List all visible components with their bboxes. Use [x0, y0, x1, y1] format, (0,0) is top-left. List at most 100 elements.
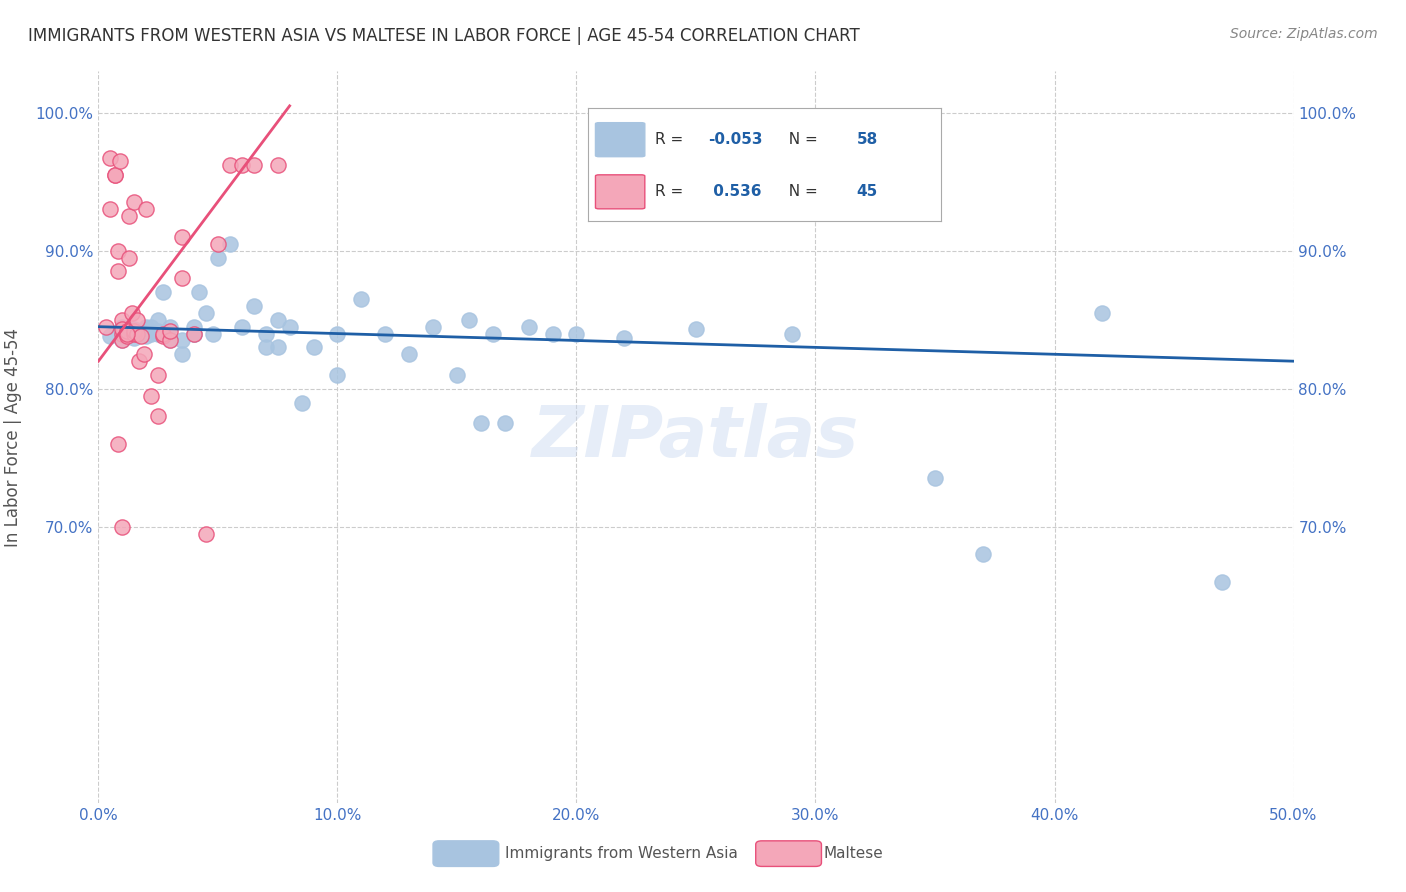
Point — [517, 319, 540, 334]
Point — [972, 548, 994, 562]
Point — [111, 334, 134, 348]
Point — [159, 334, 181, 348]
Point — [111, 520, 134, 534]
Point — [541, 326, 564, 341]
Point — [172, 271, 194, 285]
Point — [135, 329, 157, 343]
Point — [219, 158, 242, 172]
Point — [135, 202, 157, 217]
Point — [124, 322, 146, 336]
Point — [924, 471, 946, 485]
Point — [278, 319, 301, 334]
Point — [374, 326, 396, 341]
Text: Immigrants from Western Asia: Immigrants from Western Asia — [505, 846, 738, 861]
Point — [148, 368, 170, 382]
Point — [243, 158, 266, 172]
Point — [202, 326, 225, 341]
Point — [111, 322, 134, 336]
Point — [207, 236, 229, 251]
Point — [111, 334, 134, 348]
Point — [685, 322, 707, 336]
Point — [148, 312, 170, 326]
Point — [98, 202, 122, 217]
Point — [172, 230, 194, 244]
Point — [104, 168, 127, 182]
Point — [183, 326, 205, 341]
Point — [195, 526, 218, 541]
Point — [118, 251, 141, 265]
Point — [159, 319, 181, 334]
Point — [124, 331, 146, 345]
Point — [108, 154, 131, 169]
Point — [187, 285, 209, 300]
Point — [152, 329, 174, 343]
Point — [128, 354, 150, 368]
Point — [183, 326, 205, 341]
Point — [107, 437, 129, 451]
Point — [291, 395, 314, 409]
Point — [243, 299, 266, 313]
Point — [115, 324, 138, 338]
Point — [219, 236, 242, 251]
Point — [172, 334, 194, 348]
Point — [139, 326, 162, 341]
Point — [94, 319, 117, 334]
Point — [195, 306, 218, 320]
Point — [159, 324, 181, 338]
Point — [121, 306, 143, 320]
Point — [148, 326, 170, 341]
Point — [131, 324, 153, 338]
FancyBboxPatch shape — [433, 841, 499, 866]
Point — [139, 389, 162, 403]
Point — [326, 368, 349, 382]
Point — [152, 285, 174, 300]
Point — [152, 326, 174, 341]
Point — [254, 326, 277, 341]
Point — [565, 326, 588, 341]
Point — [231, 319, 253, 334]
Point — [125, 312, 148, 326]
Point — [104, 168, 127, 182]
Point — [111, 319, 134, 334]
Point — [183, 326, 205, 341]
Point — [107, 244, 129, 258]
Point — [172, 347, 194, 361]
Point — [148, 324, 170, 338]
Point — [254, 340, 277, 354]
Point — [131, 326, 153, 341]
Point — [107, 264, 129, 278]
Point — [115, 326, 138, 341]
Point — [446, 368, 468, 382]
Text: Source: ZipAtlas.com: Source: ZipAtlas.com — [1230, 27, 1378, 41]
Text: Maltese: Maltese — [824, 846, 883, 861]
Point — [183, 319, 205, 334]
Point — [350, 292, 373, 306]
Point — [267, 158, 290, 172]
Point — [207, 251, 229, 265]
FancyBboxPatch shape — [756, 841, 821, 866]
Point — [131, 329, 153, 343]
Point — [422, 319, 444, 334]
Point — [398, 347, 420, 361]
Point — [148, 409, 170, 424]
Point — [159, 334, 181, 348]
Point — [470, 417, 492, 431]
Point — [124, 326, 146, 341]
Text: IMMIGRANTS FROM WESTERN ASIA VS MALTESE IN LABOR FORCE | AGE 45-54 CORRELATION C: IMMIGRANTS FROM WESTERN ASIA VS MALTESE … — [28, 27, 860, 45]
Point — [267, 340, 290, 354]
Point — [302, 340, 325, 354]
Point — [494, 417, 516, 431]
Point — [118, 209, 141, 223]
Point — [613, 331, 636, 345]
Point — [98, 151, 122, 165]
Point — [98, 329, 122, 343]
Y-axis label: In Labor Force | Age 45-54: In Labor Force | Age 45-54 — [4, 327, 21, 547]
Point — [139, 319, 162, 334]
Point — [481, 326, 505, 341]
Point — [231, 158, 253, 172]
Point — [124, 195, 146, 210]
Point — [111, 312, 134, 326]
Point — [326, 326, 349, 341]
Point — [780, 326, 803, 341]
Point — [125, 326, 148, 341]
